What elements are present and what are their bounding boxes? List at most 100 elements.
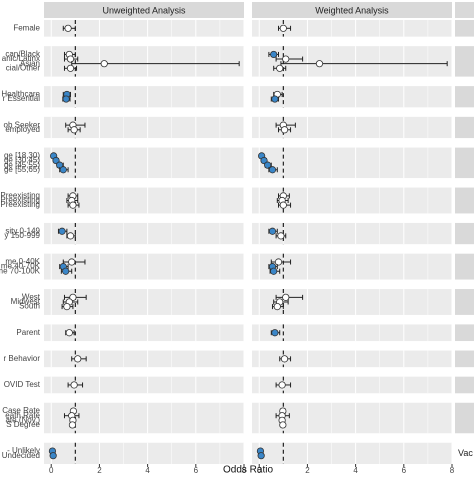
odds-ratio-point	[64, 24, 72, 32]
x-tick-label: 8	[242, 466, 247, 474]
odds-ratio-point	[280, 126, 289, 134]
right-strip-cell	[455, 350, 474, 368]
row-label: Case Rate	[2, 406, 40, 415]
row-label: can/Black	[5, 50, 41, 59]
row-label: Female	[13, 23, 40, 32]
odds-ratio-point	[264, 161, 272, 169]
odds-ratio-point	[271, 95, 279, 103]
odds-ratio-point	[270, 50, 278, 59]
odds-ratio-point	[279, 24, 287, 32]
right-strip-cell	[455, 442, 474, 464]
odds-ratio-point	[270, 267, 278, 275]
row-label: anic/Latinx	[2, 54, 40, 63]
panel-title: Weighted Analysis	[315, 5, 389, 15]
right-strip-cell	[455, 116, 474, 139]
odds-ratio-point	[268, 227, 277, 235]
row-label: me 70-100K	[0, 266, 41, 275]
row-label: Parent	[16, 328, 40, 337]
odds-ratio-point	[66, 64, 75, 72]
odds-ratio-point	[66, 55, 75, 63]
group-band-bg	[44, 46, 244, 77]
odds-ratio-point	[68, 258, 76, 266]
x-tick-label: 6	[194, 466, 199, 474]
odds-ratio-point	[69, 201, 77, 209]
group-band-bg	[252, 350, 452, 368]
group-band-bg	[252, 442, 452, 464]
odds-ratio-point	[282, 293, 290, 301]
odds-ratio-point	[65, 329, 73, 337]
row-label: me 0-40K	[5, 257, 40, 266]
odds-ratio-point	[257, 452, 265, 460]
group-band-bg	[44, 253, 244, 280]
odds-ratio-point	[52, 156, 60, 165]
group-band-bg	[44, 20, 244, 37]
row-label: ge [45,55)	[4, 160, 40, 169]
right-strip-label: Vac	[458, 448, 473, 458]
group-band-bg	[44, 222, 244, 245]
row-label: Asian	[20, 59, 40, 68]
group-band-bg	[252, 253, 452, 280]
group-band-bg	[44, 86, 244, 108]
group-band-bg	[252, 402, 452, 434]
right-strip-cell	[455, 376, 474, 394]
group-band-bg	[252, 324, 452, 342]
group-band-bg	[44, 402, 244, 434]
right-strip-cell	[455, 20, 474, 37]
group-band-bg	[252, 86, 452, 108]
right-strip-cell	[455, 46, 474, 77]
row-label: y 150-999	[4, 231, 40, 240]
x-tick-label: 2	[305, 466, 310, 474]
row-label: Midwest	[11, 297, 41, 306]
x-tick-label: 4	[353, 466, 358, 474]
odds-ratio-point	[280, 355, 289, 363]
row-label: Preexisting	[0, 191, 40, 200]
odds-ratio-point	[278, 381, 286, 389]
odds-ratio-point	[59, 166, 67, 174]
odds-ratio-point	[279, 421, 287, 429]
x-tick-label: 8	[450, 466, 455, 474]
odds-ratio-point	[315, 60, 324, 68]
panel-strip	[252, 2, 452, 18]
row-label: South	[19, 302, 40, 311]
odds-ratio-point	[62, 267, 70, 275]
row-label: Preexisting	[0, 196, 40, 205]
right-strip-header	[455, 2, 474, 18]
group-band-bg	[44, 376, 244, 394]
row-label: ge [30,45)	[4, 156, 40, 165]
odds-ratio-point	[277, 232, 285, 240]
x-tick-label: 0	[257, 466, 262, 474]
row-label: Preexisting	[0, 200, 40, 209]
row-label: West	[22, 292, 41, 301]
odds-ratio-point	[70, 126, 78, 134]
row-label: ob Seeker	[4, 120, 41, 129]
right-strip-cell	[455, 222, 474, 245]
group-band-bg	[252, 147, 452, 179]
odds-ratio-point	[69, 293, 77, 301]
row-label: sity 0-149	[5, 226, 40, 235]
odds-ratio-point	[268, 166, 277, 174]
right-strip-cell	[455, 187, 474, 214]
odds-ratio-point	[63, 302, 71, 311]
odds-ratio-point	[49, 452, 57, 460]
group-band-bg	[44, 442, 244, 464]
row-label: Undecided	[2, 451, 40, 460]
row-label: r Behavior	[4, 354, 41, 363]
panel-title: Unweighted Analysis	[102, 5, 186, 15]
odds-ratio-point	[274, 258, 283, 266]
odds-ratio-point	[66, 232, 75, 240]
x-tick-label: 0	[49, 466, 54, 474]
group-band-bg	[252, 46, 452, 77]
row-label: employed	[5, 125, 40, 134]
row-label: Healthcare	[1, 90, 40, 99]
x-tick-label: 6	[402, 466, 407, 474]
x-tick-label: 2	[97, 466, 102, 474]
odds-ratio-point	[58, 227, 66, 235]
odds-ratio-point	[100, 60, 108, 68]
right-strip-cell	[455, 402, 474, 434]
right-strip-cell	[455, 324, 474, 342]
right-strip-cell	[455, 147, 474, 179]
row-label: cial/Other	[6, 63, 41, 72]
row-label: S Degree	[6, 420, 40, 429]
right-strip-cell	[455, 86, 474, 108]
